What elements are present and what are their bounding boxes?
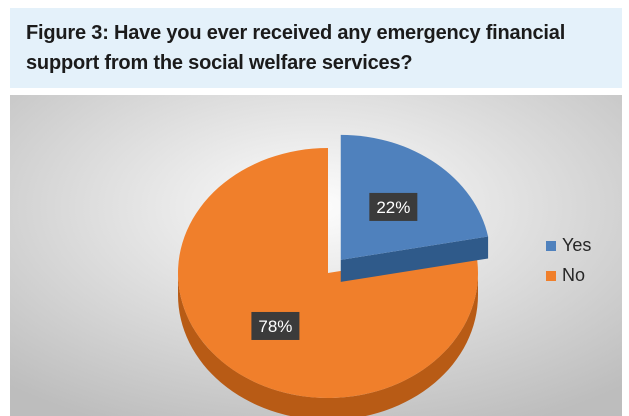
data-label-yes: 22% [369, 193, 417, 221]
data-label-no-text: 78% [258, 317, 292, 336]
pie-chart-svg: 22% 78% Yes No [10, 95, 622, 416]
legend-label-no: No [562, 265, 585, 285]
legend-swatch-yes [546, 241, 556, 251]
pie-chart: 22% 78% Yes No [10, 95, 622, 416]
legend-swatch-no [546, 271, 556, 281]
legend-label-yes: Yes [562, 235, 591, 255]
data-label-yes-text: 22% [376, 198, 410, 217]
data-label-no: 78% [251, 312, 299, 340]
figure-title-line-2: support from the social welfare services… [26, 48, 616, 78]
figure-title: Figure 3: Have you ever received any eme… [26, 18, 616, 78]
figure-title-line-1: Figure 3: Have you ever received any eme… [26, 18, 616, 48]
